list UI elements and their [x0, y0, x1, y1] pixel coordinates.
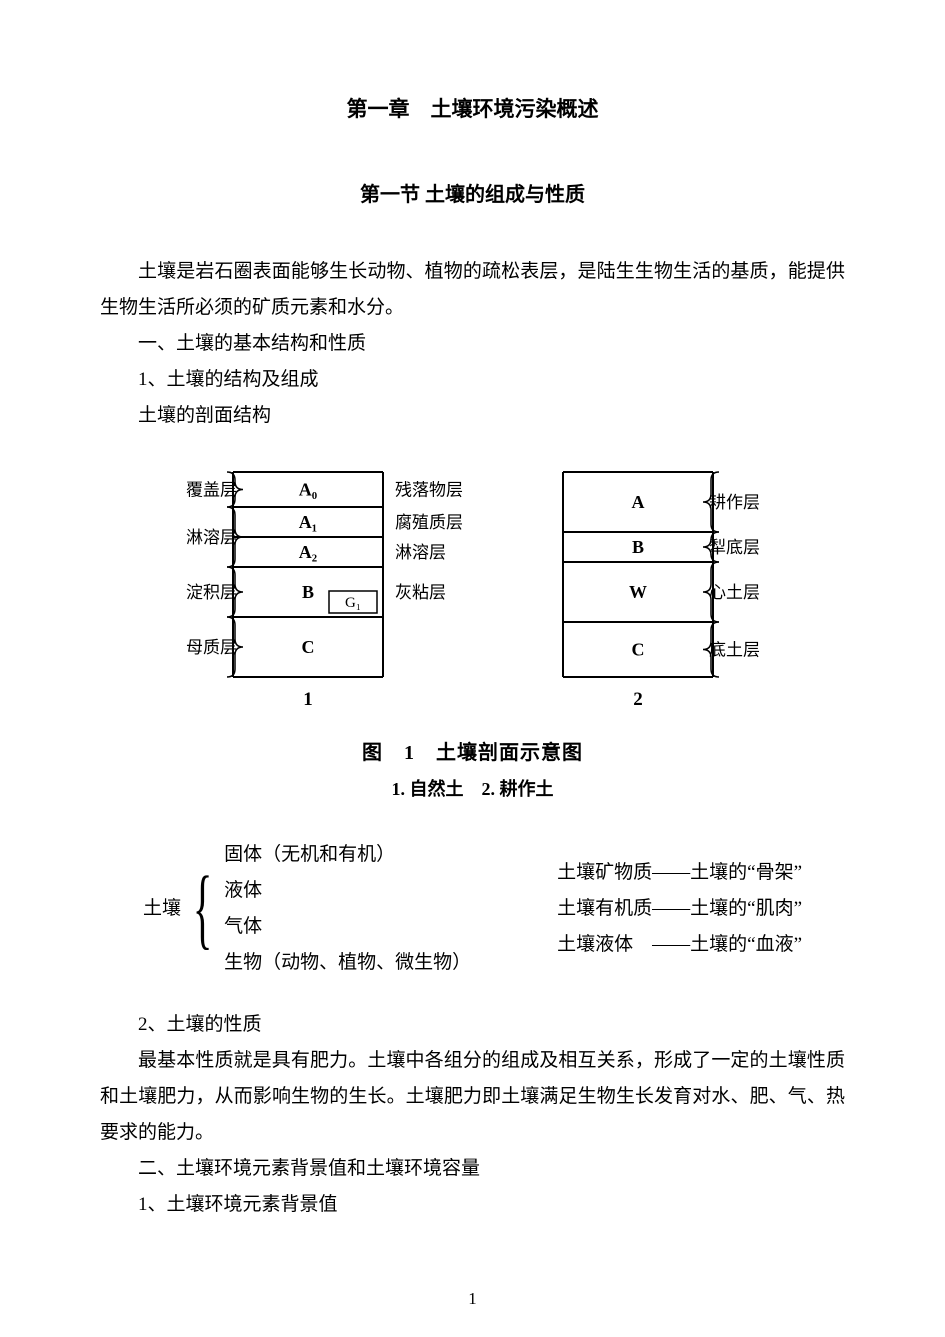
heading-1: 一、土壤的基本结构和性质: [100, 326, 845, 362]
fertility-paragraph: 最基本性质就是具有肥力。土壤中各组分的组成及相互关系，形成了一定的土壤性质和土壤…: [100, 1043, 845, 1151]
svg-text:B: B: [301, 582, 313, 602]
composition-left-list: 固体（无机和有机） 液体 气体 生物（动物、植物、微生物）: [224, 837, 471, 981]
svg-text:1: 1: [303, 689, 313, 710]
composition-right-item: 土壤有机质——土壤的“肌肉”: [557, 891, 802, 927]
intro-paragraph: 土壤是岩石圈表面能够生长动物、植物的疏松表层，是陆生生物生活的基质，能提供生物生…: [100, 254, 845, 326]
figure-subcaption: 1. 自然土 2. 耕作土: [100, 772, 845, 806]
svg-text:B: B: [631, 537, 643, 557]
svg-text:C: C: [301, 637, 314, 657]
section-title: 第一节 土壤的组成与性质: [100, 176, 845, 214]
svg-text:A₂: A₂: [298, 542, 316, 562]
document-page: 第一章 土壤环境污染概述 第一节 土壤的组成与性质 土壤是岩石圈表面能够生长动物…: [0, 0, 945, 1337]
svg-text:G₁: G₁: [344, 595, 360, 611]
heading-1-2: 2、土壤的性质: [100, 1007, 845, 1043]
heading-1-1: 1、土壤的结构及组成: [100, 362, 845, 398]
svg-text:A₀: A₀: [298, 480, 316, 500]
svg-text:残落物层: 残落物层: [395, 481, 463, 500]
svg-text:A₁: A₁: [298, 512, 316, 532]
left-brace-icon: {: [193, 864, 212, 954]
composition-root-label: 土壤: [143, 891, 181, 927]
soil-composition-block: 土壤 { 固体（无机和有机） 液体 气体 生物（动物、植物、微生物） 土壤矿物质…: [100, 837, 845, 981]
composition-right-item: 土壤液体 ——土壤的“血液”: [557, 927, 802, 963]
svg-text:犁底层: 犁底层: [709, 538, 760, 557]
svg-text:淋溶层: 淋溶层: [186, 528, 237, 547]
svg-text:腐殖质层: 腐殖质层: [395, 513, 463, 532]
svg-text:心土层: 心土层: [709, 583, 760, 602]
page-number: 1: [0, 1283, 945, 1315]
heading-1-1a: 土壤的剖面结构: [100, 398, 845, 434]
svg-text:灰粘层: 灰粘层: [395, 583, 446, 602]
svg-text:2: 2: [633, 689, 643, 710]
svg-text:W: W: [629, 582, 647, 602]
composition-left-item: 生物（动物、植物、微生物）: [224, 945, 471, 981]
heading-2-1: 1、土壤环境元素背景值: [100, 1187, 845, 1223]
svg-text:耕作层: 耕作层: [709, 493, 760, 512]
chapter-title: 第一章 土壤环境污染概述: [100, 90, 845, 130]
composition-right-list: 土壤矿物质——土壤的“骨架” 土壤有机质——土壤的“肌肉” 土壤液体 ——土壤的…: [557, 855, 802, 963]
svg-text:覆盖层: 覆盖层: [186, 481, 237, 500]
soil-profile-diagram: A₀ A₁ A₂ B G₁ C 覆盖层淋溶层淀积层母质层 残落物层腐殖质层淋溶层灰粘层 1 A B W…: [123, 462, 823, 722]
composition-right-item: 土壤矿物质——土壤的“骨架”: [557, 855, 802, 891]
svg-text:A: A: [631, 492, 644, 512]
svg-text:C: C: [631, 640, 644, 660]
svg-text:淀积层: 淀积层: [186, 583, 237, 602]
composition-left-item: 液体: [224, 873, 471, 909]
svg-text:淋溶层: 淋溶层: [395, 543, 446, 562]
heading-2: 二、土壤环境元素背景值和土壤环境容量: [100, 1151, 845, 1187]
svg-text:母质层: 母质层: [186, 638, 237, 657]
figure-caption: 图 1 土壤剖面示意图: [100, 734, 845, 772]
figure-1-soil-profiles: A₀ A₁ A₂ B G₁ C 覆盖层淋溶层淀积层母质层 残落物层腐殖质层淋溶层灰粘层 1 A B W…: [100, 462, 845, 722]
composition-left-item: 气体: [224, 909, 471, 945]
composition-left-item: 固体（无机和有机）: [224, 837, 471, 873]
svg-text:底土层: 底土层: [709, 641, 760, 660]
